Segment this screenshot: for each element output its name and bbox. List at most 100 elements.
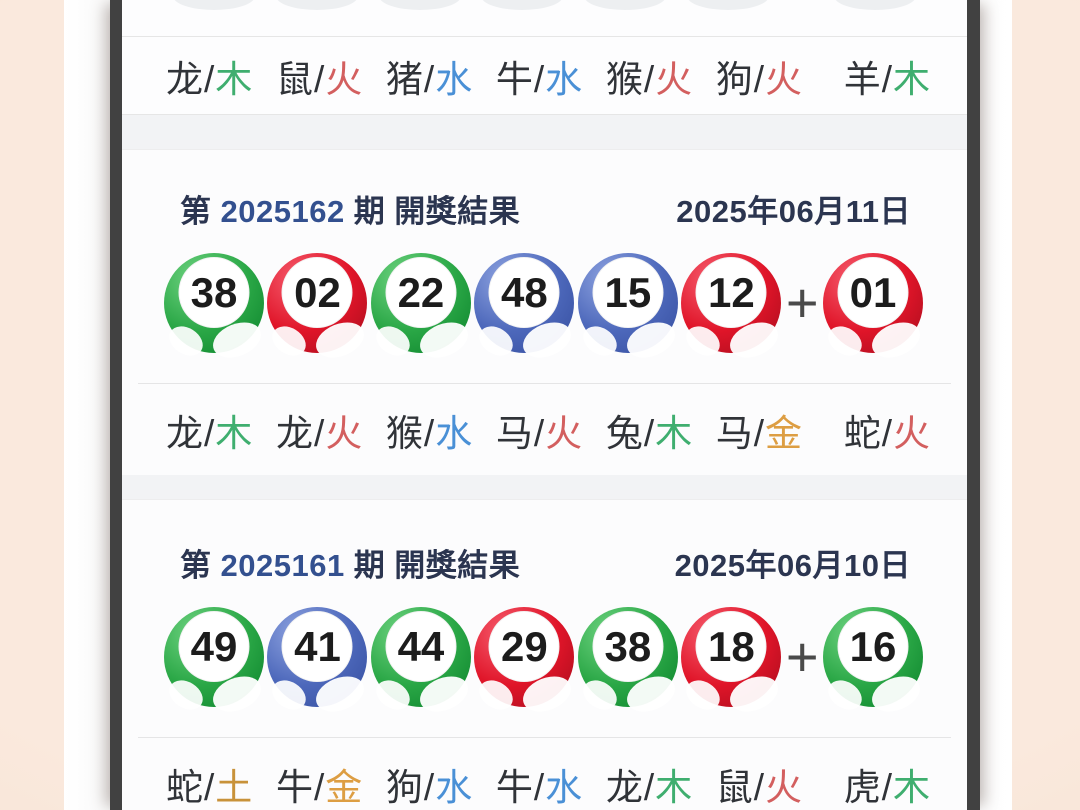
zodiac-row: 蛇/土 牛/金 狗/水 牛/水 龙/木 鼠/火 虎/木 [122, 738, 967, 810]
zodiac-character: 猪 [385, 58, 424, 100]
slash-separator: / [643, 412, 656, 454]
element-character-fire: 火 [765, 58, 804, 100]
slash-separator: / [881, 412, 893, 454]
element-character-fire: 火 [893, 412, 931, 454]
element-character-wood: 木 [215, 412, 254, 454]
zodiac-element-item: 狗/水 [386, 757, 473, 810]
element-character-metal: 金 [765, 412, 804, 454]
zodiac-element-item: 狗/火 [716, 49, 803, 103]
draw-title-suffix: 期 開獎結果 [353, 194, 521, 229]
element-character-fire: 火 [325, 412, 364, 454]
zodiac-character: 马 [495, 412, 534, 454]
zodiac-character: 龙 [166, 412, 204, 454]
zodiac-element-item: 鼠/火 [716, 757, 803, 810]
element-character-wood: 木 [893, 58, 931, 100]
ball-number: 38 [592, 611, 664, 682]
phone-frame: 龙/木 鼠/火 猪/水 牛/水 猴/火 狗/火 羊/木 第 2025162 期 開獎結果 202… [64, 0, 1012, 810]
ball-number: 22 [385, 257, 457, 328]
element-character-water: 水 [545, 766, 584, 808]
zodiac-element-item: 兔/木 [606, 403, 693, 457]
slash-separator: / [533, 412, 546, 454]
lottery-ball-green: 22 [370, 253, 471, 353]
slash-separator: / [204, 766, 216, 808]
ball-number: 48 [488, 257, 560, 328]
zodiac-element-item: 龙/木 [606, 757, 693, 810]
draw-title: 第 2025162 期 開獎結果 [180, 186, 520, 231]
zodiac-character: 羊 [843, 58, 882, 100]
zodiac-element-item: 猴/水 [386, 403, 473, 457]
draw-header: 第 2025162 期 開獎結果 2025年06月11日 [122, 150, 967, 231]
lottery-ball-red: 12 [681, 253, 782, 353]
zodiac-character: 龙 [166, 58, 204, 100]
ball-number: 12 [695, 257, 767, 328]
zodiac-element-item: 马/金 [716, 403, 803, 457]
draw-date: 2025年06月11日 [676, 194, 911, 229]
plus-sign: + [785, 625, 819, 688]
ball-number: 41 [281, 611, 353, 682]
slash-separator: / [313, 58, 326, 100]
zodiac-element-item: 龙/木 [166, 49, 253, 103]
element-character-fire: 火 [545, 412, 584, 454]
zodiac-character: 牛 [275, 766, 314, 808]
slash-separator: / [423, 766, 436, 808]
slash-separator: / [423, 412, 436, 454]
zodiac-element-item: 龙/木 [166, 403, 253, 457]
phone-bezel: 龙/木 鼠/火 猪/水 牛/水 猴/火 狗/火 羊/木 第 2025162 期 開獎結果 202… [110, 0, 980, 810]
element-character-fire: 火 [765, 766, 804, 808]
draw-title: 第 2025161 期 開獎結果 [180, 540, 520, 585]
ball-number: 16 [837, 611, 909, 682]
draw-title-prefix: 第 [180, 194, 212, 229]
slash-separator: / [753, 766, 766, 808]
element-character-water: 水 [545, 58, 584, 100]
balls-row: 49 41 44 29 38 18 +16 [122, 585, 967, 707]
zodiac-character: 鼠 [715, 766, 754, 808]
element-character-water: 水 [435, 58, 474, 100]
slash-separator: / [643, 58, 656, 100]
special-lottery-ball-green: 16 [822, 607, 923, 707]
zodiac-element-item: 猴/火 [606, 49, 693, 103]
lottery-ball-green: 49 [164, 607, 264, 707]
zodiac-element-item: 猪/水 [386, 49, 473, 103]
partial-ball-cutoff [164, 0, 264, 14]
partial-ball-cutoff [267, 0, 367, 14]
zodiac-character: 虎 [843, 766, 882, 808]
element-character-fire: 火 [325, 58, 364, 100]
element-character-water: 水 [435, 766, 474, 808]
element-character-wood: 木 [655, 412, 694, 454]
slash-separator: / [753, 412, 766, 454]
partial-ball-cutoff [825, 0, 925, 14]
card-gap [122, 115, 967, 150]
balls-row: 38 02 22 48 15 12 +01 [122, 231, 967, 353]
element-character-metal: 金 [325, 766, 364, 808]
zodiac-character: 龙 [275, 412, 314, 454]
element-character-fire: 火 [655, 58, 694, 100]
draw-result-card-2025162: 第 2025162 期 開獎結果 2025年06月11日 38 02 22 48 15 12 +… [122, 150, 967, 475]
lottery-ball-red: 18 [681, 607, 782, 707]
lottery-ball-blue: 48 [474, 253, 575, 353]
partial-ball-cutoff [370, 0, 470, 14]
zodiac-character: 鼠 [275, 58, 314, 100]
slash-separator: / [313, 766, 326, 808]
zodiac-element-item: 牛/水 [496, 49, 583, 103]
zodiac-character: 蛇 [843, 412, 882, 454]
partial-ball-cutoff [472, 0, 572, 14]
slash-separator: / [881, 766, 893, 808]
ball-number: 49 [178, 611, 250, 682]
zodiac-character: 狗 [385, 766, 424, 808]
ball-number: 02 [281, 257, 353, 328]
draw-issue-number: 2025161 [220, 548, 345, 583]
element-character-wood: 木 [215, 58, 254, 100]
lottery-ball-red: 29 [474, 607, 575, 707]
ball-number: 44 [385, 611, 457, 682]
element-character-water: 水 [435, 412, 474, 454]
slash-separator: / [423, 58, 436, 100]
zodiac-character: 蛇 [166, 766, 204, 808]
divider [138, 737, 951, 738]
zodiac-element-item: 蛇/火 [844, 403, 931, 457]
slash-separator: / [881, 58, 893, 100]
draw-title-prefix: 第 [180, 548, 212, 583]
zodiac-element-item: 鼠/火 [276, 49, 363, 103]
slash-separator: / [753, 58, 766, 100]
lottery-ball-red: 02 [267, 253, 368, 353]
card-gap [122, 475, 967, 500]
